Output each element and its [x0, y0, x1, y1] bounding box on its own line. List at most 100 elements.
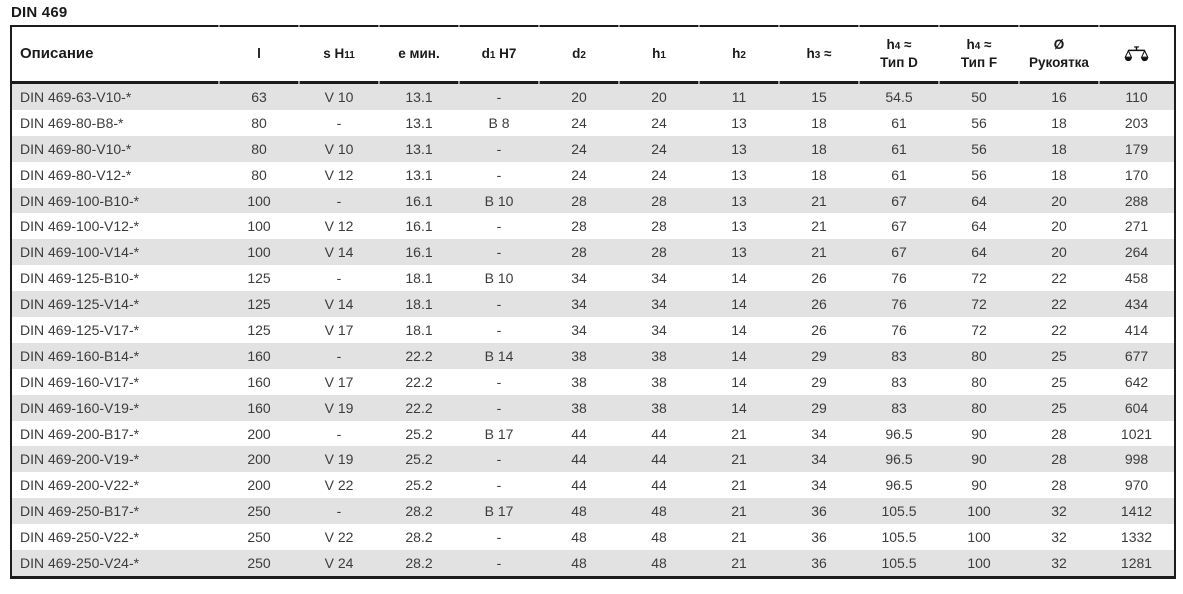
cell-e-min: 28.2: [379, 550, 459, 578]
cell-weight: 458: [1099, 265, 1175, 292]
cell-h2: 13: [699, 161, 779, 188]
col-header-h1: h1: [618, 24, 699, 84]
table-row: DIN 469-200-B17-* 200-25.2 B 17 44 44 21 34 96.…: [11, 420, 1175, 447]
cell-h4-typ-d: 96.5: [859, 420, 939, 447]
cell-d2: 44: [539, 446, 619, 473]
cell-weight: 604: [1099, 394, 1175, 421]
cell-h1: 48: [619, 498, 699, 525]
cell-description: DIN 469-250-B17-*: [11, 498, 219, 525]
cell-d1-h7: B 17: [459, 420, 539, 447]
cell-e-min: 28.2: [379, 524, 459, 551]
header-text: e мин.: [398, 45, 440, 61]
cell-description: DIN 469-80-V10-*: [11, 135, 219, 162]
table-row: DIN 469-250-B17-* 250-28.2 B 17 48 48 21 36 105…: [11, 498, 1175, 525]
cell-s-h11: -: [299, 187, 379, 214]
cell-e-min: 28.2: [379, 498, 459, 525]
cell-h4-typ-d: 83: [859, 368, 939, 395]
cell-handle-diameter: 22: [1019, 317, 1099, 343]
table-row: DIN 469-125-V14-* 125 V 14 18.1-34 34 14 26 76 7…: [11, 291, 1175, 318]
table-header: Описание l s H11 e мин. d1 H7 d2 h1 h2 h3 ≈ h4 ≈ Т…: [11, 24, 1175, 84]
cell-h3: 36: [779, 550, 859, 578]
cell-handle-diameter: 20: [1019, 239, 1099, 266]
cell-h2: 21: [699, 524, 779, 551]
cell-description: DIN 469-160-V17-*: [11, 368, 219, 395]
cell-d2: 38: [539, 394, 619, 421]
header-text: 2: [740, 49, 746, 61]
cell-e-min: 25.2: [379, 446, 459, 473]
cell-weight: 203: [1099, 109, 1175, 136]
cell-l: 200: [219, 420, 299, 447]
cell-d1-h7: -: [459, 550, 539, 578]
cell-d1-h7: B 10: [459, 187, 539, 214]
cell-e-min: 18.1: [379, 317, 459, 343]
cell-h4-typ-d: 83: [859, 342, 939, 369]
col-header-l: l: [218, 24, 299, 84]
cell-h3: 26: [779, 265, 859, 292]
cell-d2: 24: [539, 161, 619, 188]
cell-h4-typ-f: 56: [939, 109, 1019, 136]
cell-handle-diameter: 22: [1019, 265, 1099, 292]
page-title: DIN 469: [11, 4, 68, 21]
col-header-s-h11: s H11: [298, 24, 379, 84]
cell-e-min: 13.1: [379, 82, 459, 110]
col-header-h3: h3 ≈: [778, 24, 859, 84]
cell-description: DIN 469-125-V14-*: [11, 291, 219, 318]
table-header-row: Описание l s H11 e мин. d1 H7 d2 h1 h2 h3 ≈ h4 ≈ Т…: [11, 24, 1175, 84]
cell-h4-typ-d: 67: [859, 213, 939, 240]
cell-e-min: 13.1: [379, 109, 459, 136]
cell-h4-typ-d: 105.5: [859, 498, 939, 525]
cell-d2: 44: [539, 472, 619, 499]
cell-weight: 264: [1099, 239, 1175, 266]
cell-h4-typ-d: 61: [859, 135, 939, 162]
cell-weight: 110: [1099, 82, 1175, 110]
header-text: ≈: [980, 36, 992, 52]
cell-h3: 21: [779, 213, 859, 240]
cell-description: DIN 469-200-V19-*: [11, 446, 219, 473]
cell-weight: 642: [1099, 368, 1175, 395]
cell-l: 125: [219, 317, 299, 343]
header-text: 1: [660, 49, 666, 61]
cell-h2: 14: [699, 394, 779, 421]
header-text: 1: [489, 49, 496, 61]
header-text: h: [652, 45, 661, 61]
header-text: s H: [323, 45, 345, 61]
cell-h1: 34: [619, 265, 699, 292]
cell-e-min: 18.1: [379, 265, 459, 292]
header-text: 11: [344, 49, 355, 61]
cell-h4-typ-f: 90: [939, 446, 1019, 473]
cell-d1-h7: -: [459, 161, 539, 188]
cell-handle-diameter: 28: [1019, 446, 1099, 473]
cell-h2: 21: [699, 550, 779, 578]
table-row: DIN 469-100-B10-* 100-16.1 B 10 28 28 13 21 67 6…: [11, 187, 1175, 214]
col-header-weight: [1098, 24, 1175, 84]
cell-l: 250: [219, 498, 299, 525]
cell-e-min: 13.1: [379, 161, 459, 188]
cell-h4-typ-f: 100: [939, 498, 1019, 525]
cell-h1: 44: [619, 472, 699, 499]
cell-h3: 21: [779, 239, 859, 266]
cell-s-h11: -: [299, 265, 379, 292]
cell-h4-typ-d: 76: [859, 291, 939, 318]
cell-h1: 44: [619, 446, 699, 473]
cell-h4-typ-f: 72: [939, 265, 1019, 292]
cell-h1: 48: [619, 524, 699, 551]
cell-description: DIN 469-125-B10-*: [11, 265, 219, 292]
cell-handle-diameter: 28: [1019, 420, 1099, 447]
table-row: DIN 469-250-V24-* 250 V 24 28.2-48 48 21 36 105…: [11, 550, 1175, 578]
cell-weight: 970: [1099, 472, 1175, 499]
cell-h1: 48: [619, 550, 699, 578]
cell-weight: 998: [1099, 446, 1175, 473]
cell-description: DIN 469-63-V10-*: [11, 82, 219, 110]
header-text: ≈: [900, 36, 912, 52]
cell-h4-typ-d: 54.5: [859, 82, 939, 110]
table-row: DIN 469-200-V22-* 200 V 22 25.2-44 44 21 34 96.…: [11, 472, 1175, 499]
cell-h4-typ-d: 96.5: [859, 472, 939, 499]
table-row: DIN 469-100-V14-* 100 V 14 16.1-28 28 13 21 67 6…: [11, 239, 1175, 266]
cell-h3: 26: [779, 317, 859, 343]
cell-h3: 36: [779, 524, 859, 551]
cell-h1: 38: [619, 394, 699, 421]
cell-h4-typ-f: 56: [939, 161, 1019, 188]
cell-weight: 414: [1099, 317, 1175, 343]
cell-h4-typ-f: 64: [939, 239, 1019, 266]
cell-s-h11: V 14: [299, 239, 379, 266]
